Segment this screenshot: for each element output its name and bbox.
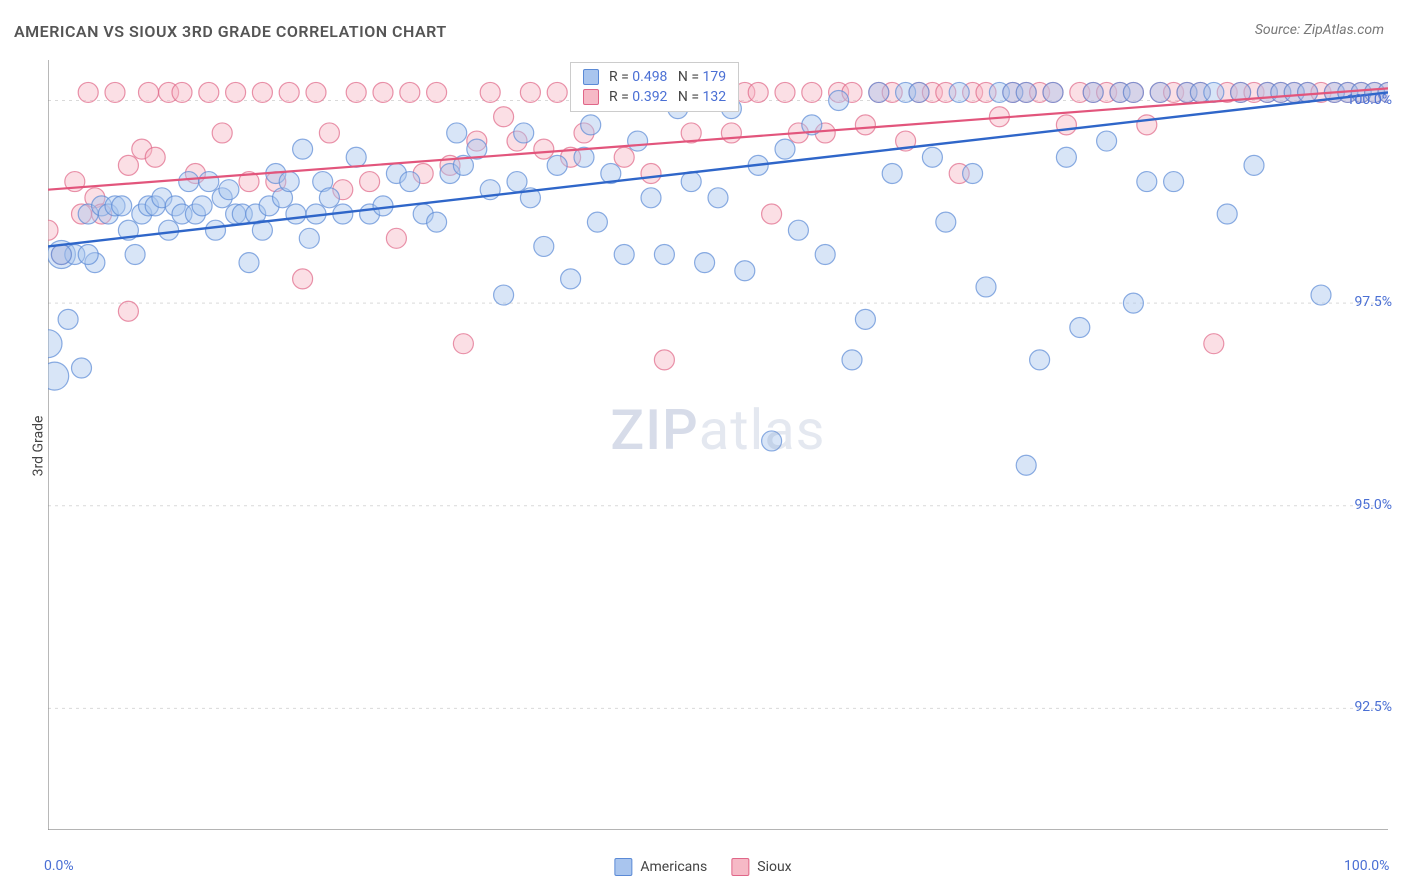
chart-frame: AMERICAN VS SIOUX 3RD GRADE CORRELATION … bbox=[0, 0, 1406, 892]
y-axis-label: 3rd Grade bbox=[30, 416, 46, 477]
stat-swatch bbox=[583, 69, 599, 85]
source-label: Source: ZipAtlas.com bbox=[1255, 22, 1384, 38]
stat-text: R = 0.498 N = 179 bbox=[609, 69, 726, 85]
stat-swatch bbox=[583, 89, 599, 105]
legend-item: Sioux bbox=[731, 858, 791, 876]
y-tick-label: 95.0% bbox=[1354, 497, 1392, 513]
y-tick-label: 100.0% bbox=[1347, 92, 1392, 108]
plot-area: ZIPatlas R = 0.498 N = 179R = 0.392 N = … bbox=[48, 60, 1388, 830]
stat-row: R = 0.392 N = 132 bbox=[583, 89, 726, 105]
chart-title: AMERICAN VS SIOUX 3RD GRADE CORRELATION … bbox=[14, 22, 447, 41]
legend-swatch bbox=[731, 858, 749, 876]
legend-item: Americans bbox=[614, 858, 707, 876]
stat-row: R = 0.498 N = 179 bbox=[583, 69, 726, 85]
bottom-legend: Americans Sioux bbox=[614, 858, 791, 876]
scatter-plot-svg bbox=[48, 60, 1388, 830]
legend-label: Sioux bbox=[757, 859, 791, 875]
x-tick-label: 0.0% bbox=[44, 858, 74, 874]
y-tick-label: 97.5% bbox=[1354, 294, 1392, 310]
legend-label: Americans bbox=[640, 859, 707, 875]
x-tick-label: 100.0% bbox=[1344, 858, 1389, 874]
legend-swatch bbox=[614, 858, 632, 876]
y-tick-label: 92.5% bbox=[1354, 699, 1392, 715]
stat-text: R = 0.392 N = 132 bbox=[609, 89, 726, 105]
correlation-stats-box: R = 0.498 N = 179 R = 0.392 N = 132 bbox=[570, 62, 739, 112]
